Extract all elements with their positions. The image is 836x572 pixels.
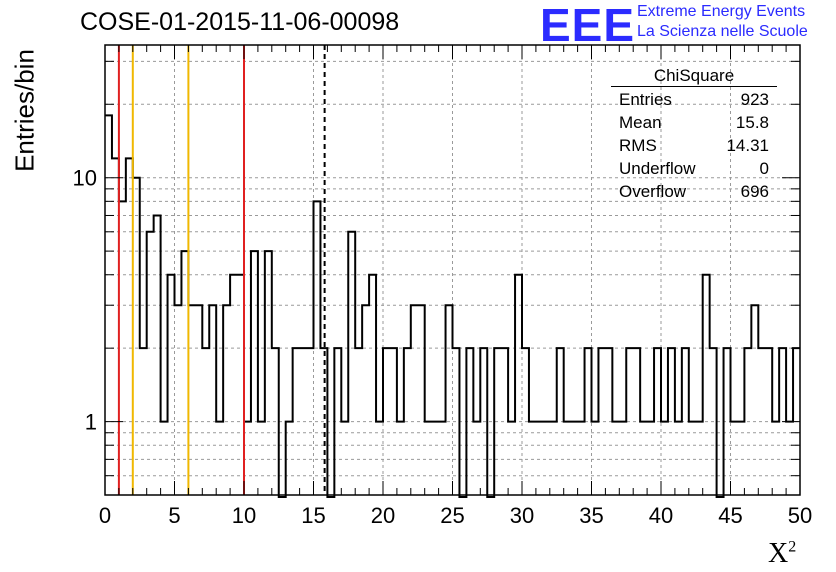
y-tick-label: 10 xyxy=(73,166,97,191)
x-tick-label: 50 xyxy=(788,503,812,528)
x-tick-label: 40 xyxy=(649,503,673,528)
stats-value: 15.8 xyxy=(735,113,769,132)
x-tick-label: 35 xyxy=(579,503,603,528)
eee-logo: EEE xyxy=(540,0,636,51)
stats-label: Entries xyxy=(619,90,672,109)
x-axis-label: X2 xyxy=(768,538,796,570)
stats-label: Underflow xyxy=(619,159,696,178)
x-tick-label: 30 xyxy=(510,503,534,528)
stats-value: 923 xyxy=(740,90,769,109)
chart-title: COSE-01-2015-11-06-00098 xyxy=(80,8,400,36)
x-tick-label: 25 xyxy=(440,503,464,528)
x-tick-label: 45 xyxy=(718,503,742,528)
logo-line-2: La Scienza nelle Scuole xyxy=(637,23,808,40)
stats-label: Mean xyxy=(619,113,662,132)
stats-row-mean: Mean 15.8 xyxy=(611,111,777,134)
stats-value: 696 xyxy=(740,182,769,201)
y-axis-label: Entries/bin xyxy=(9,49,40,172)
x-tick-label: 10 xyxy=(232,503,256,528)
x-axis-label-base: X xyxy=(768,538,789,569)
stats-box: ChiSquare Entries 923 Mean 15.8 RMS 14.31 U… xyxy=(611,66,777,203)
stats-label: RMS xyxy=(619,136,657,155)
histogram-line xyxy=(105,114,800,498)
x-tick-label: 20 xyxy=(371,503,395,528)
y-tick-label: 1 xyxy=(85,410,97,435)
logo-line-1: Extreme Energy Events xyxy=(637,3,806,20)
x-tick-label: 5 xyxy=(168,503,180,528)
x-tick-label: 0 xyxy=(99,503,111,528)
stats-row-overflow: Overflow 696 xyxy=(611,180,777,203)
x-axis-label-sup: 2 xyxy=(788,538,797,556)
stats-row-entries: Entries 923 xyxy=(611,88,777,111)
stats-title: ChiSquare xyxy=(611,66,777,87)
x-tick-label: 15 xyxy=(301,503,325,528)
stats-row-underflow: Underflow 0 xyxy=(611,157,777,180)
stats-value: 0 xyxy=(759,159,769,178)
stats-row-rms: RMS 14.31 xyxy=(611,134,777,157)
stats-label: Overflow xyxy=(619,182,687,201)
stats-value: 14.31 xyxy=(726,136,769,155)
